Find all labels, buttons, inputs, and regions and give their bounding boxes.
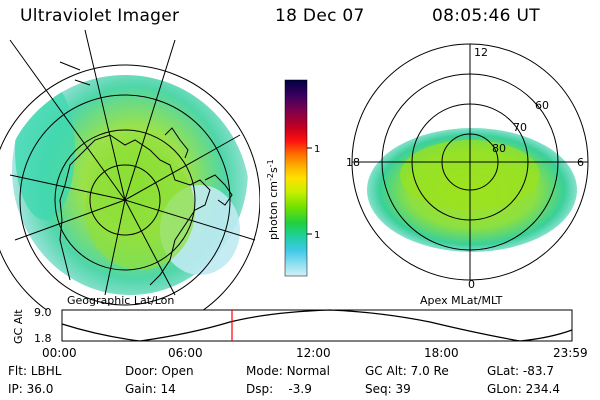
time-label: 08:05:46 UT	[432, 6, 540, 26]
altitude-tick-low: 1.8	[34, 332, 52, 345]
mlt-label-12: 12	[474, 46, 488, 59]
mlt-label-6: 6	[577, 156, 584, 169]
colorbar-unit-label: photon cm-2s-1	[266, 159, 280, 240]
seq-info: Seq: 39	[365, 382, 411, 396]
date-label: 18 Dec 07	[275, 6, 365, 26]
altitude-curve	[61, 309, 573, 342]
ip-info: IP: 36.0	[8, 382, 54, 396]
filter-info: Flt: LBHL	[8, 364, 62, 378]
altitude-tick-high: 9.0	[34, 306, 52, 319]
colorbar-tick-10: 10	[314, 230, 320, 241]
apex-panel-label: Apex MLat/MLT	[420, 294, 503, 307]
mlt-label-18: 18	[346, 156, 360, 169]
time-tick-2359: 23:59	[553, 346, 588, 360]
time-tick-0000: 00:00	[42, 346, 77, 360]
mlat-label-60: 60	[535, 99, 549, 112]
gain-info: Gain: 14	[125, 382, 176, 396]
time-tick-1200: 12:00	[296, 346, 331, 360]
glon-info: GLon: 234.4	[487, 382, 560, 396]
apex-image: 12 18 6 0 60 70 80	[346, 43, 589, 291]
geo-panel-label: Geographic Lat/Lon	[67, 294, 175, 307]
glat-info: GLat: -83.7	[487, 364, 554, 378]
mlat-label-80: 80	[492, 142, 506, 155]
apex-grid	[351, 43, 589, 281]
dsp-info: Dsp: -3.9	[246, 382, 312, 396]
altitude-plot: GC Alt 9.0 1.8	[12, 306, 573, 345]
door-info: Door: Open	[125, 364, 194, 378]
altitude-axis-label: GC Alt	[12, 309, 25, 344]
coastline	[59, 127, 233, 286]
instrument-title: Ultraviolet Imager	[20, 6, 180, 26]
colorbar-tick-100: 100	[314, 144, 320, 155]
geo-grid	[0, 29, 260, 310]
colorbar: 100 10 photon cm-2s-1	[266, 79, 320, 277]
mlt-label-0: 0	[468, 278, 475, 291]
mode-info: Mode: Normal	[246, 364, 330, 378]
geographic-image	[0, 29, 260, 310]
gc-alt-info: GC Alt: 7.0 Re	[365, 364, 449, 378]
mlat-label-70: 70	[513, 121, 527, 134]
time-tick-0600: 06:00	[168, 346, 203, 360]
time-tick-1800: 18:00	[424, 346, 459, 360]
